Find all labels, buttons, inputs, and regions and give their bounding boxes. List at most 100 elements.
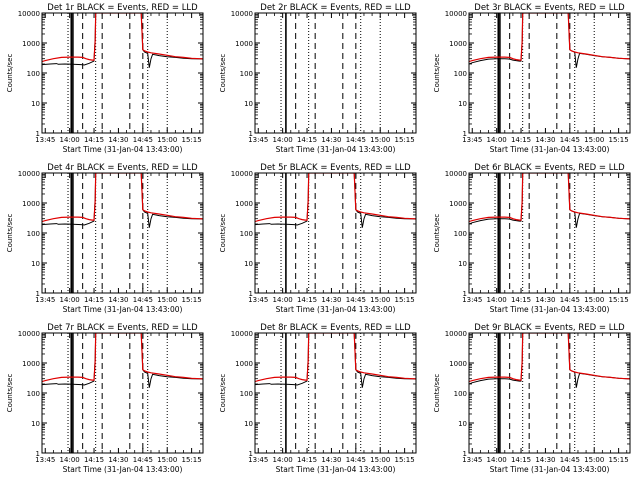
x-tick-label: 14:30: [321, 456, 341, 464]
panel-5: Det 5r BLACK = Events, RED = LLD Counts/s…: [219, 163, 417, 314]
x-tick-label: 14:00: [60, 296, 80, 304]
y-tick-label: 1000: [235, 40, 253, 48]
x-tick-label: 14:30: [535, 456, 555, 464]
y-tick-label: 10: [458, 420, 467, 428]
x-tick-label: 13:45: [35, 136, 55, 144]
y-tick-label: 100: [240, 390, 253, 398]
y-tick-label: 100: [240, 230, 253, 238]
y-tick-label: 1: [36, 130, 40, 138]
x-tick-label: 14:15: [511, 296, 531, 304]
y-tick-label: 10: [31, 100, 40, 108]
x-tick-label: 14:45: [560, 296, 580, 304]
y-tick-label: 1: [249, 290, 253, 298]
x-tick-label: 14:45: [346, 456, 366, 464]
lld-series-line: [42, 333, 203, 383]
y-axis-label: Counts/sec: [433, 374, 441, 413]
x-axis-label: Start Time (31-Jan-04 13:43:00): [490, 305, 610, 314]
x-axis-label: Start Time (31-Jan-04 13:43:00): [490, 145, 610, 154]
y-tick-label: 10: [244, 420, 253, 428]
x-tick-label: 15:15: [182, 296, 202, 304]
x-tick-label: 15:00: [584, 456, 604, 464]
x-tick-label: 15:00: [157, 456, 177, 464]
x-tick-label: 14:30: [108, 456, 128, 464]
y-axis-label: Counts/sec: [6, 214, 14, 253]
y-tick-label: 1000: [449, 360, 467, 368]
y-tick-label: 10: [244, 100, 253, 108]
x-tick-label: 14:45: [133, 296, 153, 304]
x-tick-label: 14:45: [346, 296, 366, 304]
x-tick-label: 14:15: [84, 136, 104, 144]
lld-series-line: [469, 13, 630, 63]
panel-6: Det 6r BLACK = Events, RED = LLD Counts/s…: [433, 163, 631, 314]
panel-title: Det 8r BLACK = Events, RED = LLD: [260, 323, 411, 333]
y-tick-label: 10000: [231, 330, 253, 338]
x-tick-label: 14:45: [560, 136, 580, 144]
x-tick-label: 15:15: [182, 136, 202, 144]
x-axis-label: Start Time (31-Jan-04 13:43:00): [490, 465, 610, 474]
events-series-line: [42, 173, 203, 228]
y-axis-label: Counts/sec: [219, 54, 227, 93]
plot-frame: [254, 332, 417, 454]
x-tick-label: 13:45: [35, 456, 55, 464]
panel-title: Det 2r BLACK = Events, RED = LLD: [260, 3, 411, 13]
y-axis-label: Counts/sec: [433, 54, 441, 93]
panel-title: Det 5r BLACK = Events, RED = LLD: [260, 163, 411, 173]
x-tick-label: 15:00: [157, 296, 177, 304]
x-tick-label: 14:00: [60, 136, 80, 144]
y-tick-label: 100: [454, 390, 467, 398]
x-tick-label: 13:45: [35, 296, 55, 304]
x-tick-label: 15:15: [395, 296, 415, 304]
x-tick-label: 15:15: [182, 456, 202, 464]
y-tick-label: 10: [31, 420, 40, 428]
events-series-line: [42, 13, 203, 68]
x-tick-label: 13:45: [462, 136, 482, 144]
events-series-line: [255, 173, 416, 228]
x-axis-label: Start Time (31-Jan-04 13:43:00): [63, 145, 183, 154]
y-tick-label: 100: [454, 230, 467, 238]
panel-3: Det 3r BLACK = Events, RED = LLD Counts/s…: [433, 3, 631, 154]
panel-title: Det 4r BLACK = Events, RED = LLD: [47, 163, 198, 173]
x-tick-label: 13:45: [462, 456, 482, 464]
y-tick-label: 10: [31, 260, 40, 268]
x-tick-label: 15:15: [395, 136, 415, 144]
y-tick-label: 1000: [449, 40, 467, 48]
y-tick-label: 100: [27, 390, 40, 398]
x-tick-label: 14:15: [511, 456, 531, 464]
x-tick-label: 14:00: [487, 456, 507, 464]
y-tick-label: 1: [36, 450, 40, 458]
y-tick-label: 100: [454, 70, 467, 78]
panel-9: Det 9r BLACK = Events, RED = LLD Counts/s…: [433, 323, 631, 474]
y-axis-label: Counts/sec: [219, 374, 227, 413]
x-tick-label: 14:30: [108, 136, 128, 144]
y-tick-label: 10000: [445, 10, 467, 18]
events-series-line: [469, 13, 630, 68]
y-tick-label: 10000: [18, 10, 40, 18]
x-tick-label: 15:15: [609, 296, 629, 304]
x-tick-label: 14:30: [108, 296, 128, 304]
events-series-line: [469, 173, 630, 228]
plot-frame: [41, 332, 204, 454]
x-tick-label: 14:30: [535, 136, 555, 144]
y-axis-label: Counts/sec: [6, 374, 14, 413]
x-axis-label: Start Time (31-Jan-04 13:43:00): [63, 305, 183, 314]
x-tick-label: 14:15: [511, 136, 531, 144]
y-tick-label: 1: [249, 450, 253, 458]
plot-frame: [41, 12, 204, 134]
x-tick-label: 15:00: [584, 136, 604, 144]
x-tick-label: 14:00: [273, 136, 293, 144]
y-tick-label: 1000: [235, 360, 253, 368]
y-tick-label: 1000: [22, 200, 40, 208]
x-tick-label: 14:15: [297, 456, 317, 464]
x-tick-label: 14:00: [60, 456, 80, 464]
panel-title: Det 1r BLACK = Events, RED = LLD: [47, 3, 198, 13]
x-tick-label: 13:45: [462, 296, 482, 304]
panel-1: Det 1r BLACK = Events, RED = LLD Counts/s…: [6, 3, 204, 154]
x-tick-label: 15:15: [609, 456, 629, 464]
y-tick-label: 10000: [445, 170, 467, 178]
y-tick-label: 1000: [22, 40, 40, 48]
plot-frame: [468, 172, 631, 294]
x-tick-label: 15:00: [370, 456, 390, 464]
lld-series-line: [42, 173, 203, 223]
